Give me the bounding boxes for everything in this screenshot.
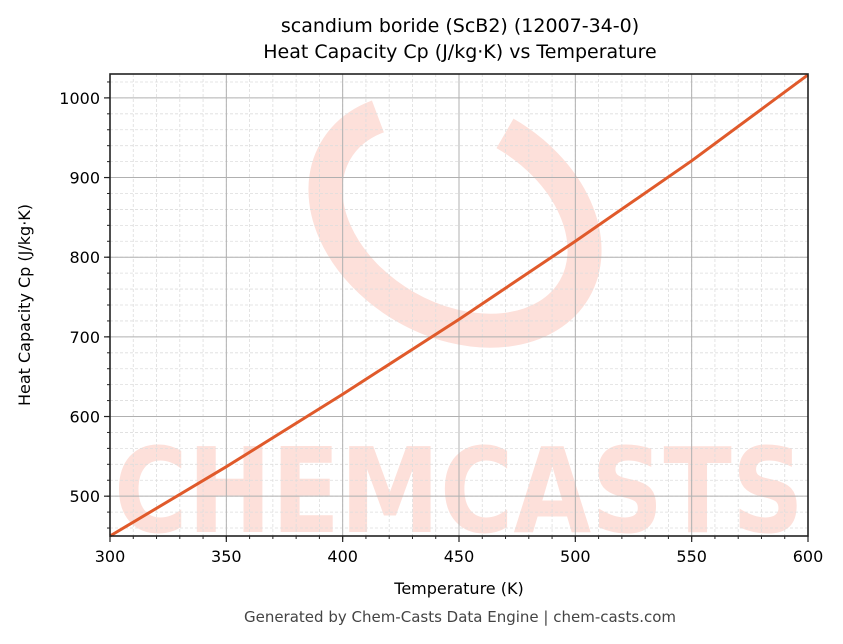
chart-title: scandium boride (ScB2) (12007-34-0) bbox=[280, 15, 640, 37]
y-axis-label: Heat Capacity Cp (J/kg·K) bbox=[15, 204, 34, 406]
svg-text:600: 600 bbox=[69, 408, 100, 427]
data-series bbox=[109, 73, 809, 538]
footer-credit: Generated by Chem-Casts Data Engine | ch… bbox=[243, 608, 677, 626]
axis-ticks: 300 350 400 450 500 550 600 500 600 700 800 900 1000 bbox=[59, 81, 824, 566]
svg-text:900: 900 bbox=[69, 169, 100, 188]
svg-text:550: 550 bbox=[676, 547, 707, 566]
svg-text:1000: 1000 bbox=[59, 89, 100, 108]
svg-text:600: 600 bbox=[793, 547, 824, 566]
x-axis-label: Temperature (K) bbox=[393, 579, 523, 598]
svg-text:400: 400 bbox=[327, 547, 358, 566]
svg-text:450: 450 bbox=[444, 547, 475, 566]
chart-subtitle: Heat Capacity Cp (J/kg·K) vs Temperature bbox=[263, 41, 657, 63]
svg-text:700: 700 bbox=[69, 328, 100, 347]
svg-text:300: 300 bbox=[95, 547, 126, 566]
svg-text:500: 500 bbox=[560, 547, 591, 566]
svg-text:500: 500 bbox=[69, 487, 100, 506]
svg-text:800: 800 bbox=[69, 248, 100, 267]
svg-text:350: 350 bbox=[211, 547, 242, 566]
